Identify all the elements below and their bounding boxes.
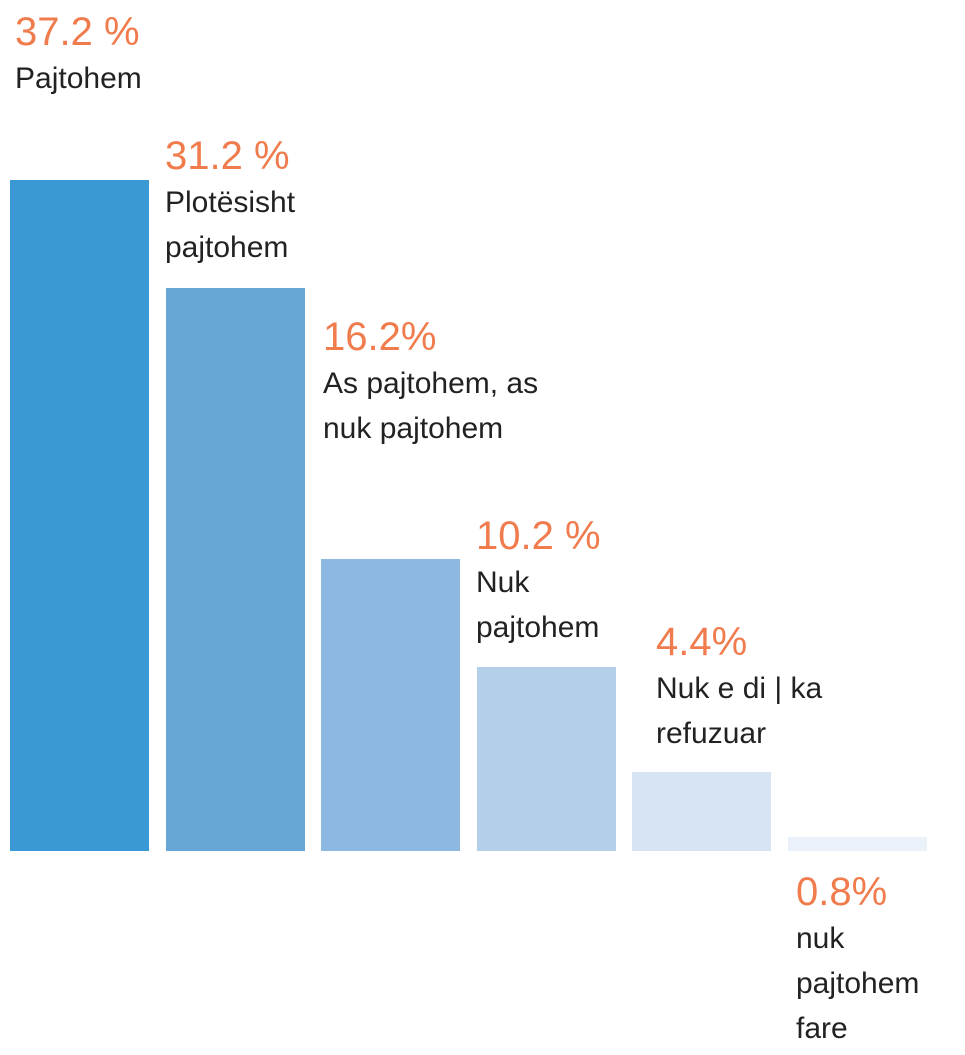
category-label: Plotësisht pajtohem — [165, 186, 296, 264]
bar — [632, 771, 772, 851]
category-label: nuk pajtohem fare — [796, 922, 920, 1045]
category-label: Nuk pajtohem — [476, 566, 600, 644]
bar — [476, 667, 616, 851]
category-label: As pajtohem, as nuk pajtohem — [323, 367, 539, 445]
bar — [788, 836, 927, 851]
label-block: 0.8% nuk pajtohem fare — [796, 868, 956, 1051]
bar — [165, 288, 305, 851]
label-block: 37.2 % Pajtohem — [15, 8, 215, 101]
label-block: 16.2% As pajtohem, as nuk pajtohem — [323, 313, 563, 451]
value-label: 31.2 % — [165, 134, 290, 178]
bar — [321, 558, 461, 851]
label-block: 4.4% Nuk e di | ka refuzuar — [656, 618, 856, 756]
category-label: Pajtohem — [15, 62, 142, 95]
value-label: 16.2% — [323, 315, 437, 359]
value-label: 37.2 % — [15, 10, 140, 54]
category-label: Nuk e di | ka refuzuar — [656, 672, 823, 750]
value-label: 4.4% — [656, 620, 748, 664]
value-label: 10.2 % — [476, 514, 601, 558]
value-label: 0.8% — [796, 870, 888, 914]
label-block: 31.2 % Plotësisht pajtohem — [165, 132, 345, 270]
bar — [10, 180, 149, 851]
label-block: 10.2 % Nuk pajtohem — [476, 512, 626, 650]
